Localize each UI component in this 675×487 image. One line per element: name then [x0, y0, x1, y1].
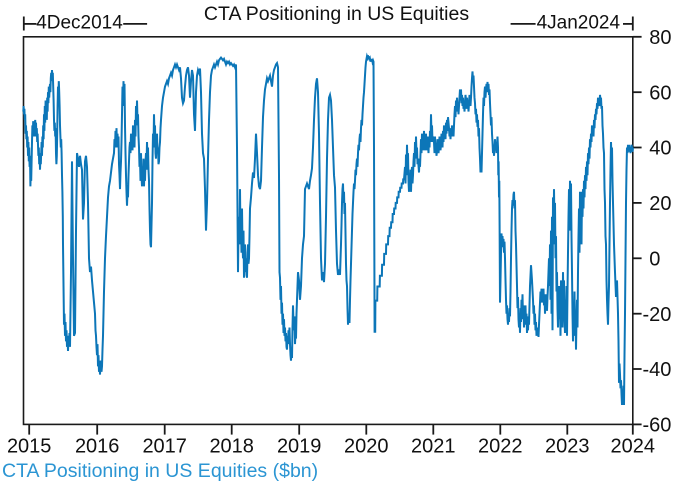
svg-text:2019: 2019 [277, 436, 322, 458]
svg-text:-20: -20 [643, 304, 672, 326]
svg-text:2020: 2020 [344, 436, 389, 458]
svg-text:CTA Positioning in US Equities: CTA Positioning in US Equities [204, 3, 469, 25]
svg-text:2018: 2018 [209, 436, 254, 458]
svg-text:2023: 2023 [545, 436, 590, 458]
svg-text:-60: -60 [643, 415, 672, 437]
svg-text:2024: 2024 [611, 436, 656, 458]
svg-text:20: 20 [649, 193, 671, 215]
svg-text:2021: 2021 [411, 436, 456, 458]
svg-text:2017: 2017 [142, 436, 187, 458]
svg-text:CTA Positioning in US Equities: CTA Positioning in US Equities ($bn) [2, 460, 318, 482]
svg-text:2016: 2016 [75, 436, 120, 458]
svg-text:2022: 2022 [478, 436, 523, 458]
svg-text:80: 80 [649, 27, 671, 49]
svg-text:4Dec2014: 4Dec2014 [36, 12, 123, 33]
svg-text:4Jan2024: 4Jan2024 [537, 12, 621, 33]
svg-text:0: 0 [649, 249, 660, 271]
svg-text:-40: -40 [643, 359, 672, 381]
svg-text:40: 40 [649, 138, 671, 160]
svg-text:60: 60 [649, 82, 671, 104]
svg-text:2015: 2015 [7, 436, 52, 458]
